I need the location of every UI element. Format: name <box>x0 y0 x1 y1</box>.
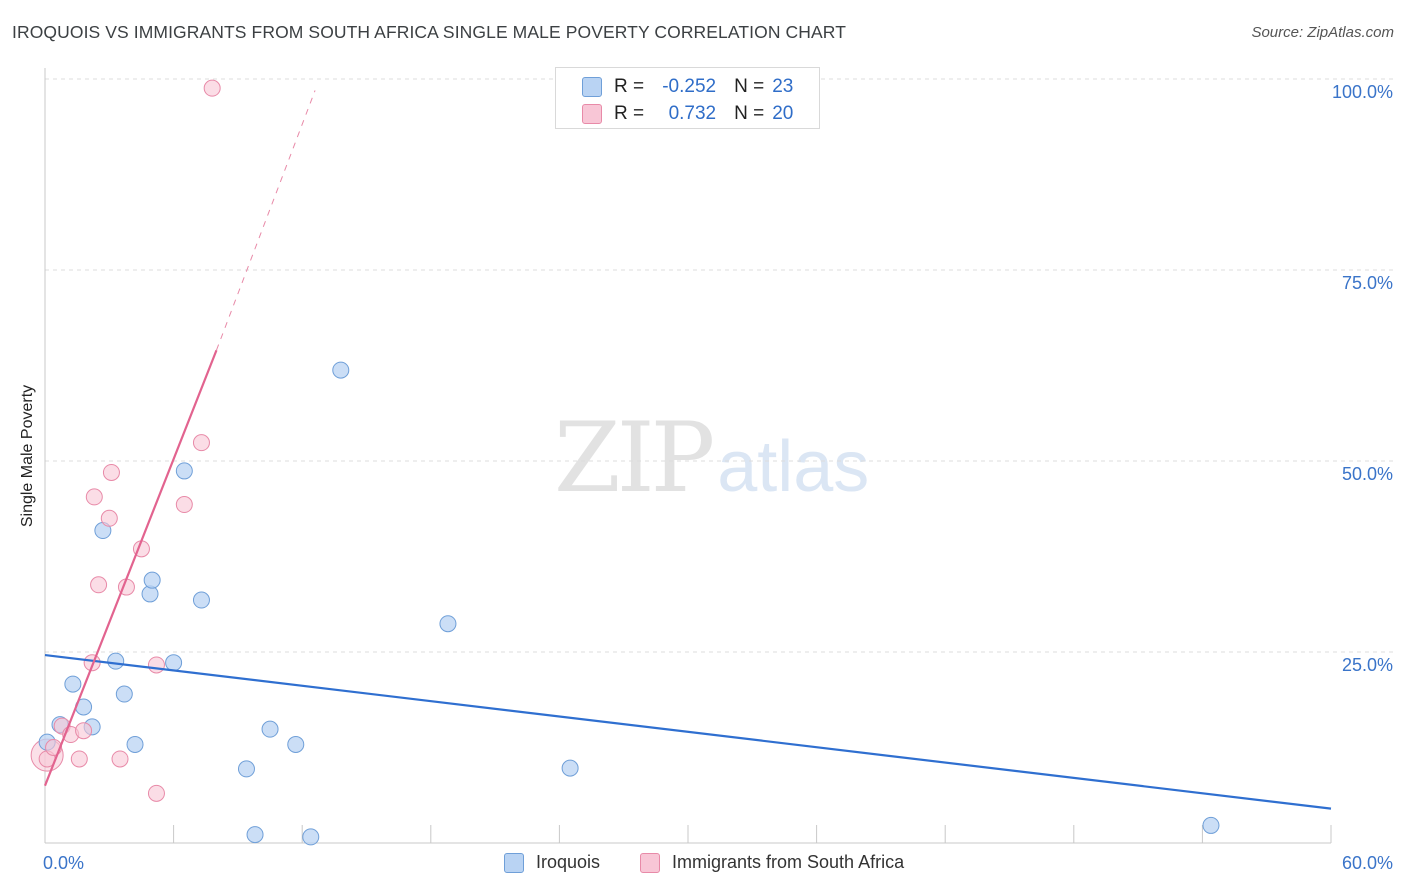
legend-r-label: R = <box>614 76 645 97</box>
iroquois-point <box>64 675 82 693</box>
south-africa-trend-line <box>43 349 218 787</box>
series-legend: Iroquois Immigrants from South Africa <box>0 852 1406 878</box>
south-africa-point <box>100 509 118 527</box>
iroquois-point <box>175 462 193 480</box>
south-africa-point <box>75 722 93 740</box>
iroquois-point <box>126 735 144 753</box>
south-africa-legend-swatch <box>640 852 660 873</box>
iroquois-legend-swatch <box>504 852 524 873</box>
iroquois-point <box>143 571 161 589</box>
iroquois-point <box>302 828 320 846</box>
legend-r-value: 0.732 <box>668 103 717 124</box>
correlation-legend: R = -0.252 N = 23 R = 0.732 N = 20 <box>555 67 820 129</box>
south-africa-point <box>85 488 103 506</box>
south-africa-point <box>147 784 165 802</box>
iroquois-point <box>165 654 183 672</box>
chart-title: IROQUOIS VS IMMIGRANTS FROM SOUTH AFRICA… <box>12 22 846 42</box>
iroquois-swatch <box>582 77 602 97</box>
iroquois-point <box>237 760 255 778</box>
south-africa-point <box>203 79 221 97</box>
legend-item-label: Immigrants from South Africa <box>672 852 905 872</box>
y-tick-label: 100.0% <box>1332 82 1393 102</box>
south-africa-point <box>147 656 165 674</box>
iroquois-point <box>246 826 264 844</box>
south-africa-point <box>192 434 210 452</box>
south-africa-point <box>102 463 120 481</box>
south-africa-point <box>175 496 193 514</box>
legend-row-iroquois: R = -0.252 N = 23 <box>556 73 793 101</box>
iroquois-point <box>439 615 457 633</box>
south-africa-trend-extension <box>215 90 316 351</box>
legend-n-value: 23 <box>772 76 794 97</box>
south-africa-point <box>90 576 108 594</box>
legend-r-value: -0.252 <box>662 76 717 97</box>
south-africa-point <box>70 750 88 768</box>
legend-item-south-africa: Immigrants from South Africa <box>640 852 904 873</box>
iroquois-point <box>107 652 125 670</box>
legend-item-label: Iroquois <box>536 852 601 872</box>
legend-n-value: 20 <box>772 103 794 124</box>
south-africa-point <box>111 750 129 768</box>
legend-row-south-africa: R = 0.732 N = 20 <box>556 100 793 128</box>
source-label: Source: ZipAtlas.com <box>1251 24 1394 41</box>
legend-n-label: N = <box>734 103 765 124</box>
legend-r-label: R = <box>614 103 645 124</box>
legend-item-iroquois: Iroquois <box>504 852 600 873</box>
iroquois-point <box>1202 816 1220 834</box>
iroquois-trend-line <box>44 653 1332 810</box>
south-africa-swatch <box>582 104 602 124</box>
iroquois-point <box>192 591 210 609</box>
y-tick-label: 25.0% <box>1342 655 1393 675</box>
x-tick-label: 0.0% <box>43 853 84 873</box>
iroquois-point <box>287 735 305 753</box>
legend-n-label: N = <box>734 76 765 97</box>
y-tick-label: 50.0% <box>1342 464 1393 484</box>
x-tick-label: 60.0% <box>1342 853 1393 873</box>
iroquois-point <box>115 685 133 703</box>
iroquois-point <box>561 759 579 777</box>
y-tick-label: 75.0% <box>1342 273 1393 293</box>
iroquois-point <box>261 720 279 738</box>
iroquois-point <box>332 361 350 379</box>
